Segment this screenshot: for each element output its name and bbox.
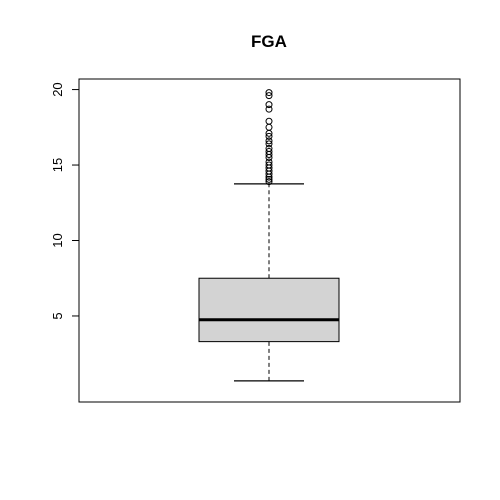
outlier-point-20 [265,92,273,100]
y-tick-label-15: 15 [50,158,65,172]
chart-title: FGA [251,32,287,51]
outlier-point-19 [265,101,273,109]
outlier-point-11 [265,144,273,152]
iqr-box [198,277,340,343]
outlier-point-0 [265,178,273,186]
outlier-point-7 [265,158,273,166]
outlier-point-17 [265,117,273,125]
outlier-point-16 [265,123,273,131]
outlier-point-6 [265,161,273,169]
outlier-point-12 [265,140,273,148]
plot-area [198,89,340,382]
outlier-point-13 [265,137,273,145]
outlier-point-14 [265,132,273,140]
y-axis: 5 10 15 20 [50,82,80,320]
y-tick-label-20: 20 [50,82,65,96]
outlier-point-18 [265,105,273,113]
y-tick-label-5: 5 [50,312,65,319]
y-tick-label-10: 10 [50,233,65,247]
outlier-point-21 [265,89,273,97]
outlier-point-10 [265,147,273,155]
outlier-point-1 [265,175,273,183]
